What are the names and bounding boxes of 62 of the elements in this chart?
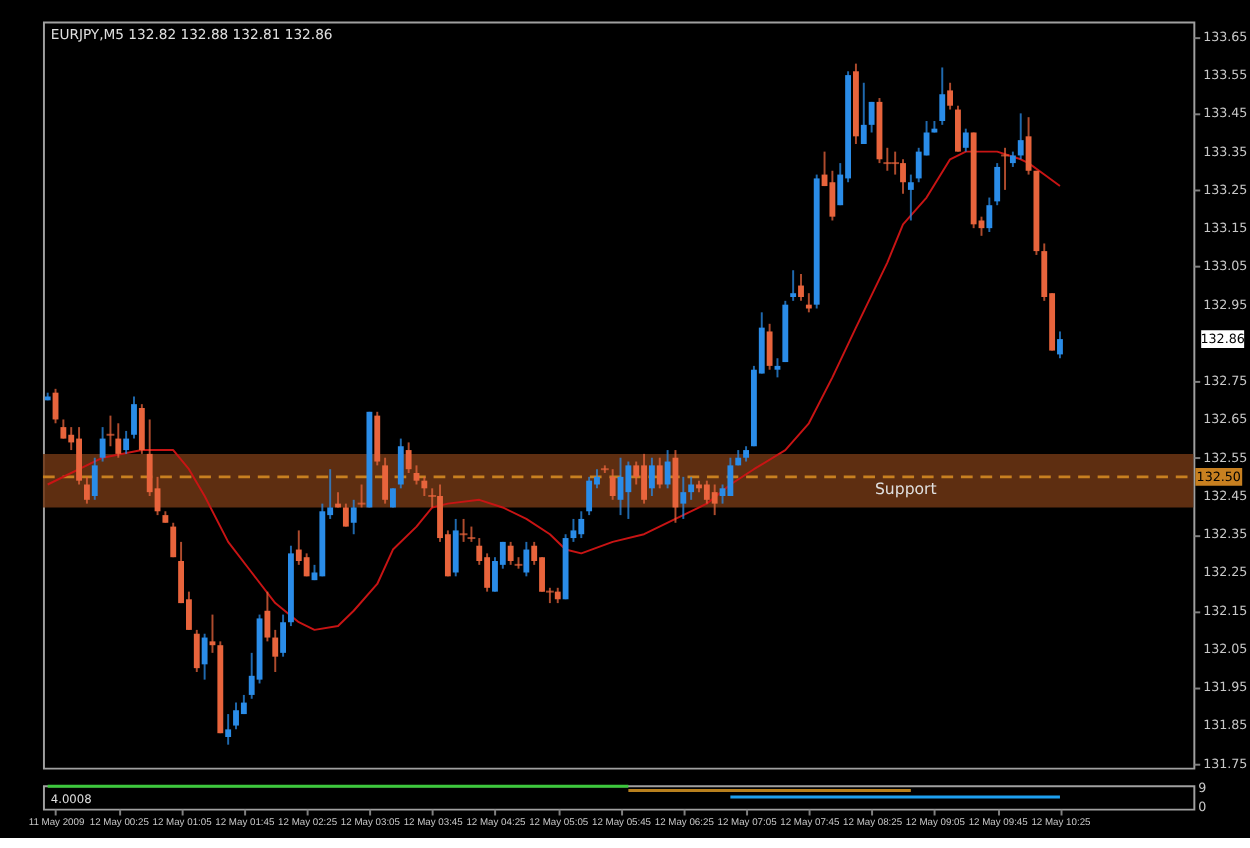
candlestick	[829, 169, 836, 222]
candlestick	[986, 196, 993, 233]
candlestick	[703, 479, 710, 505]
candlestick	[711, 483, 718, 517]
candlestick	[774, 357, 781, 379]
candlestick	[138, 403, 145, 455]
candlestick	[868, 100, 875, 134]
candlestick	[688, 475, 695, 501]
candlestick	[233, 701, 239, 731]
candlestick	[860, 81, 867, 145]
candlestick	[60, 418, 67, 440]
candlestick	[790, 269, 797, 302]
candlestick	[962, 127, 969, 153]
candlestick	[459, 517, 468, 543]
candlestick	[170, 521, 177, 559]
candlestick	[727, 456, 734, 497]
candlestick	[131, 395, 137, 440]
candlestick	[523, 540, 530, 578]
candlestick	[374, 410, 381, 467]
candlestick	[382, 456, 389, 505]
candlestick	[342, 502, 349, 528]
candlestick	[507, 540, 514, 566]
candlestick	[641, 452, 647, 505]
candlestick	[350, 498, 357, 536]
candlestick	[609, 468, 616, 501]
candlestick	[1057, 330, 1063, 360]
candlestick	[405, 441, 412, 474]
candlestick	[76, 426, 82, 486]
candlestick	[452, 517, 459, 578]
candlestick	[272, 628, 279, 673]
candlestick	[907, 173, 914, 222]
band-label: Support	[874, 480, 937, 499]
candlestick	[766, 322, 773, 371]
candlestick	[798, 273, 804, 302]
candlestick	[947, 81, 954, 111]
candlestick	[99, 426, 106, 463]
candlestick	[680, 475, 687, 520]
candlestick	[201, 632, 208, 681]
candlestick	[397, 437, 404, 490]
candlestick	[1001, 146, 1009, 191]
candlestick	[83, 475, 90, 505]
candlestick	[193, 628, 200, 673]
candlestick	[280, 613, 287, 658]
candlestick	[586, 475, 593, 517]
candlestick	[209, 613, 216, 654]
candlestick	[115, 422, 122, 459]
candlestick	[625, 460, 632, 520]
candlestick	[994, 162, 1001, 207]
candlestick	[123, 429, 130, 455]
candlestick	[648, 456, 655, 497]
candlestick	[955, 104, 961, 153]
candlestick	[664, 449, 671, 490]
candlestick	[91, 456, 98, 501]
candlestick	[1017, 112, 1024, 161]
candlestick	[264, 590, 271, 643]
candlestick	[656, 456, 663, 490]
candlestick	[421, 475, 428, 497]
candlestick	[939, 66, 946, 126]
candlestick	[225, 713, 232, 746]
candlestick	[357, 483, 366, 509]
candlestick	[484, 552, 491, 593]
candlestick	[578, 510, 585, 540]
